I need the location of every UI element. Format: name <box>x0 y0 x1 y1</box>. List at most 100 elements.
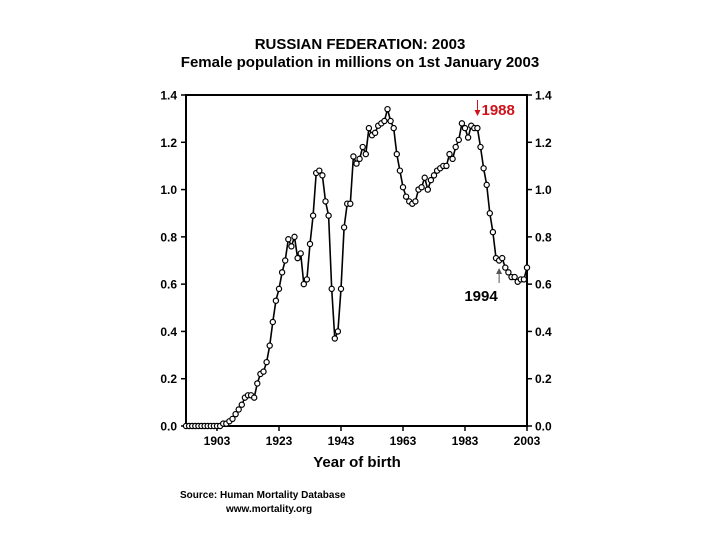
data-point <box>359 143 366 151</box>
y-tick-label-left: 0.0 <box>160 420 177 434</box>
x-tick-label: 1943 <box>328 434 355 448</box>
y-tick-label-right: 0.8 <box>535 230 552 244</box>
y-axis-right: 0.0 0.2 0.4 0.6 0.8 1.0 1.2 1.4 <box>527 89 552 434</box>
data-point <box>322 198 329 205</box>
data-point <box>393 150 400 158</box>
annotation-1994: 1994 <box>464 288 498 305</box>
data-point <box>449 155 456 163</box>
data-point <box>520 276 528 283</box>
data-point <box>523 264 531 271</box>
data-point <box>477 143 484 151</box>
data-point <box>371 129 379 137</box>
data-point <box>260 368 267 375</box>
data-point <box>502 264 509 271</box>
data-point <box>350 153 357 160</box>
data-point <box>430 172 438 179</box>
y-axis-left: 0.0 0.2 0.4 0.6 0.8 1.0 1.2 1.4 <box>160 89 186 434</box>
chart-title: RUSSIAN FEDERATION: 2003 <box>254 36 466 53</box>
data-point <box>269 318 276 326</box>
data-point <box>229 415 236 423</box>
data-point <box>300 280 307 288</box>
data-point <box>331 335 338 342</box>
data-point <box>291 233 298 241</box>
data-point <box>474 124 481 132</box>
x-axis: 1903 1923 1943 1963 1983 2003 <box>204 426 541 448</box>
source-url: www.mortality.org <box>226 504 313 515</box>
x-tick-label: 1983 <box>452 434 479 448</box>
data-point <box>328 285 335 293</box>
data-point <box>282 257 289 264</box>
data-point <box>266 342 273 349</box>
data-point <box>489 228 497 236</box>
data-point <box>452 143 459 151</box>
y-tick-label-left: 0.8 <box>160 230 177 244</box>
annotations: 1988 1994 <box>464 100 515 305</box>
data-point <box>319 172 326 179</box>
data-point <box>505 269 512 276</box>
data-point <box>254 380 261 387</box>
data-point <box>285 236 292 243</box>
data-point <box>381 117 388 125</box>
data-point <box>272 297 280 304</box>
data-point <box>334 328 342 335</box>
y-tick-label-right: 0.0 <box>535 420 552 434</box>
data-point <box>418 184 425 191</box>
data-point <box>303 276 311 283</box>
data-point <box>384 105 391 113</box>
source-credit: Source: Human Mortality Database <box>180 490 346 501</box>
y-tick-label-right: 0.2 <box>535 372 552 386</box>
data-point <box>421 174 428 181</box>
x-tick-label: 1923 <box>266 434 293 448</box>
data-point <box>278 269 286 276</box>
data-point <box>399 184 407 191</box>
data-point <box>458 120 466 127</box>
data-point <box>483 181 490 189</box>
data-point <box>288 243 295 250</box>
arrowhead-1994 <box>496 268 503 274</box>
y-tick-label-left: 0.4 <box>160 325 177 339</box>
data-point <box>390 124 397 132</box>
annotation-1988: 1988 <box>482 102 515 119</box>
data-point <box>263 358 270 366</box>
data-point <box>446 150 453 158</box>
x-tick-label: 1903 <box>204 434 231 448</box>
data-point <box>455 136 462 144</box>
y-tick-label-left: 1.2 <box>160 136 177 150</box>
y-tick-label-right: 1.0 <box>535 183 552 197</box>
y-tick-label-left: 0.2 <box>160 372 177 386</box>
data-point <box>486 210 493 217</box>
x-axis-label: Year of birth <box>313 454 401 471</box>
chart-subtitle: Female population in millions on 1st Jan… <box>180 54 540 71</box>
data-point <box>511 273 518 281</box>
y-tick-label-left: 0.6 <box>160 278 177 292</box>
y-tick-label-right: 1.4 <box>535 89 552 103</box>
data-point <box>353 160 360 167</box>
y-tick-label-right: 0.4 <box>535 325 552 339</box>
data-point <box>480 165 487 172</box>
data-point <box>464 134 472 141</box>
data-point <box>340 224 348 231</box>
data-point <box>325 212 332 219</box>
data-point <box>424 186 431 193</box>
y-tick-label-right: 1.2 <box>535 136 552 150</box>
data-point <box>235 406 242 413</box>
data-point <box>238 401 245 408</box>
data-point <box>499 254 506 262</box>
data-point <box>362 150 369 158</box>
data-point <box>294 254 301 262</box>
y-tick-label-left: 1.0 <box>160 183 177 197</box>
plot-frame <box>185 94 528 427</box>
data-point <box>306 240 314 248</box>
data-point <box>232 410 239 418</box>
y-tick-label-left: 1.4 <box>160 89 177 103</box>
data-point <box>402 193 410 200</box>
x-tick-label: 1963 <box>390 434 417 448</box>
data-point <box>347 200 354 207</box>
arrowhead-1988 <box>474 110 481 116</box>
data-point <box>250 394 258 401</box>
data-point <box>412 198 419 205</box>
data-point <box>396 167 404 174</box>
data-point <box>275 285 283 293</box>
